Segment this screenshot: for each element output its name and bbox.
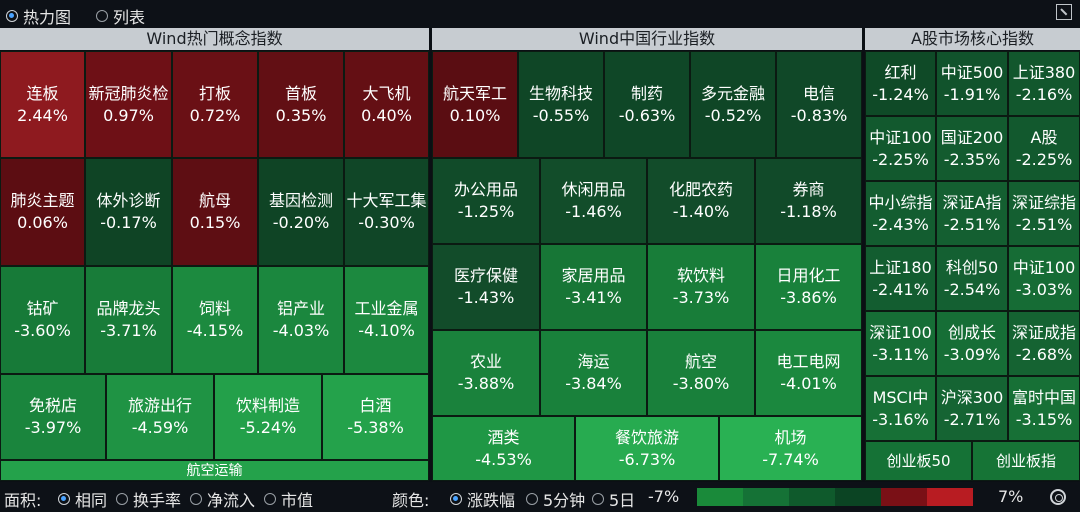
heatmap-tile[interactable]: 红利 -1.24% — [865, 51, 936, 116]
heatmap-tile[interactable]: 中证100 -3.03% — [1008, 246, 1080, 311]
heatmap-option[interactable]: 热力图 — [6, 4, 71, 28]
heatmap-tile[interactable]: 电信 -0.83% — [776, 51, 862, 158]
gear-icon[interactable] — [1050, 489, 1066, 505]
heatmap-tile[interactable]: 酒类 -4.53% — [432, 416, 575, 481]
heatmap-tile[interactable]: 中证500 -1.91% — [936, 51, 1008, 116]
heatmap-tile[interactable]: 航空运输 — [0, 460, 429, 481]
heatmap-tile[interactable]: 工业金属 -4.10% — [344, 266, 429, 374]
radio-selected-icon — [58, 493, 70, 505]
color-option-5min[interactable]: 5分钟 — [526, 487, 585, 511]
color-label: 颜色: — [392, 491, 430, 510]
heatmap-tile[interactable]: 电工电网 -4.01% — [755, 330, 862, 416]
radio-icon — [264, 493, 276, 505]
heatmap-tile[interactable]: 生物科技 -0.55% — [518, 51, 604, 158]
heatmap-tile[interactable]: 农业 -3.88% — [432, 330, 540, 416]
list-option-label: 列表 — [113, 8, 146, 27]
heatmap-tile[interactable]: 旅游出行 -4.59% — [106, 374, 214, 460]
heatmap-tile[interactable]: 免税店 -3.97% — [0, 374, 106, 460]
area-option-marketcap[interactable]: 市值 — [264, 487, 313, 511]
heatmap-tile[interactable]: 沪深300 -2.71% — [936, 376, 1008, 441]
heatmap-tile[interactable]: 办公用品 -1.25% — [432, 158, 540, 244]
legend-swatch — [881, 488, 927, 506]
heatmap-tile[interactable]: 品牌龙头 -3.71% — [85, 266, 172, 374]
heatmap-tile[interactable]: 餐饮旅游 -6.73% — [575, 416, 719, 481]
heatmap-tile[interactable]: 首板 0.35% — [258, 51, 344, 158]
concept-panel-title: Wind热门概念指数 — [0, 28, 429, 50]
heatmap-tile[interactable]: 十大军工集 -0.30% — [344, 158, 429, 266]
heatmap-tile[interactable]: MSCI中 -3.16% — [865, 376, 936, 441]
heatmap-tile[interactable]: 中证100 -2.25% — [865, 116, 936, 181]
color-option-5day[interactable]: 5日 — [592, 487, 635, 511]
heatmap-tile[interactable]: 大飞机 0.40% — [344, 51, 429, 158]
heatmap-tile[interactable]: 制药 -0.63% — [604, 51, 690, 158]
heatmap-tile[interactable]: 体外诊断 -0.17% — [85, 158, 172, 266]
heatmap-tile[interactable]: 航母 0.15% — [172, 158, 258, 266]
heatmap-tile[interactable]: 软饮料 -3.73% — [647, 244, 755, 330]
color-option-change[interactable]: 涨跌幅 — [450, 487, 515, 511]
heatmap-tile[interactable]: 创业板50 — [865, 441, 972, 481]
legend-swatch — [927, 488, 973, 506]
heatmap-tile[interactable]: 券商 -1.18% — [755, 158, 862, 244]
heatmap-tile[interactable]: 航空 -3.80% — [647, 330, 755, 416]
heatmap-tile[interactable]: 肺炎主题 0.06% — [0, 158, 85, 266]
view-toggle-bar: 热力图 列表 — [0, 0, 1080, 28]
legend-max-label: 7% — [998, 487, 1024, 506]
heatmap-tile[interactable]: 医疗保健 -1.43% — [432, 244, 540, 330]
core-panel-title: A股市场核心指数 — [865, 28, 1080, 50]
radio-icon — [190, 493, 202, 505]
heatmap-tile[interactable]: 家居用品 -3.41% — [540, 244, 647, 330]
heatmap-tile[interactable]: 钴矿 -3.60% — [0, 266, 85, 374]
heatmap-tile[interactable]: 富时中国 -3.15% — [1008, 376, 1080, 441]
radio-selected-icon — [6, 10, 18, 22]
heatmap-tile[interactable]: A股 -2.25% — [1008, 116, 1080, 181]
heatmap-tile[interactable]: 饮料制造 -5.24% — [214, 374, 322, 460]
heatmap-tile[interactable]: 饲料 -4.15% — [172, 266, 258, 374]
heatmap-tile[interactable]: 连板 2.44% — [0, 51, 85, 158]
heatmap-tile[interactable]: 机场 -7.74% — [719, 416, 862, 481]
heatmap-tile[interactable]: 国证200 -2.35% — [936, 116, 1008, 181]
area-label: 面积: — [4, 491, 42, 510]
heatmap-tile[interactable]: 深证成指 -2.68% — [1008, 311, 1080, 376]
heatmap-tile[interactable]: 创业板指 — [972, 441, 1080, 481]
heatmap-tile[interactable]: 白酒 -5.38% — [322, 374, 429, 460]
heatmap-tile[interactable]: 科创50 -2.54% — [936, 246, 1008, 311]
heatmap-option-label: 热力图 — [23, 8, 72, 27]
legend-swatch — [743, 488, 789, 506]
expand-icon[interactable] — [1056, 4, 1072, 20]
heatmap-tile[interactable]: 休闲用品 -1.46% — [540, 158, 647, 244]
area-option-netinflow[interactable]: 净流入 — [190, 487, 255, 511]
heatmap-tile[interactable]: 中小综指 -2.43% — [865, 181, 936, 246]
area-option-same[interactable]: 相同 — [58, 487, 107, 511]
heatmap-tile[interactable]: 日用化工 -3.86% — [755, 244, 862, 330]
heatmap-tile[interactable]: 新冠肺炎检 0.97% — [85, 51, 172, 158]
legend-swatch — [789, 488, 835, 506]
heatmap-tile[interactable]: 海运 -3.84% — [540, 330, 647, 416]
list-option[interactable]: 列表 — [96, 4, 145, 28]
legend-min-label: -7% — [648, 487, 680, 506]
radio-icon — [96, 10, 108, 22]
industry-panel-title: Wind中国行业指数 — [432, 28, 862, 50]
color-legend — [697, 488, 973, 506]
heatmap-tile[interactable]: 深证综指 -2.51% — [1008, 181, 1080, 246]
radio-icon — [592, 493, 604, 505]
heatmap-tile[interactable]: 航天军工 0.10% — [432, 51, 518, 158]
heatmap-tile[interactable]: 创成长 -3.09% — [936, 311, 1008, 376]
heatmap-tile[interactable]: 化肥农药 -1.40% — [647, 158, 755, 244]
heatmap-tile[interactable]: 上证180 -2.41% — [865, 246, 936, 311]
heatmap-tile[interactable]: 铝产业 -4.03% — [258, 266, 344, 374]
radio-icon — [526, 493, 538, 505]
heatmap-tile[interactable]: 多元金融 -0.52% — [690, 51, 776, 158]
area-option-turnover[interactable]: 换手率 — [116, 487, 181, 511]
radio-icon — [116, 493, 128, 505]
radio-selected-icon — [450, 493, 462, 505]
legend-swatch — [835, 488, 881, 506]
bottom-control-bar: 面积: 相同 换手率 净流入 市值 颜色: 涨跌幅 5分钟 5日 -7% 7% — [0, 482, 1080, 512]
heatmap-tile[interactable]: 深证A指 -2.51% — [936, 181, 1008, 246]
heatmap-tile[interactable]: 基因检测 -0.20% — [258, 158, 344, 266]
heatmap-tile[interactable]: 打板 0.72% — [172, 51, 258, 158]
heatmap-tile[interactable]: 上证380 -2.16% — [1008, 51, 1080, 116]
heatmap-tile[interactable]: 深证100 -3.11% — [865, 311, 936, 376]
legend-swatch — [697, 488, 743, 506]
